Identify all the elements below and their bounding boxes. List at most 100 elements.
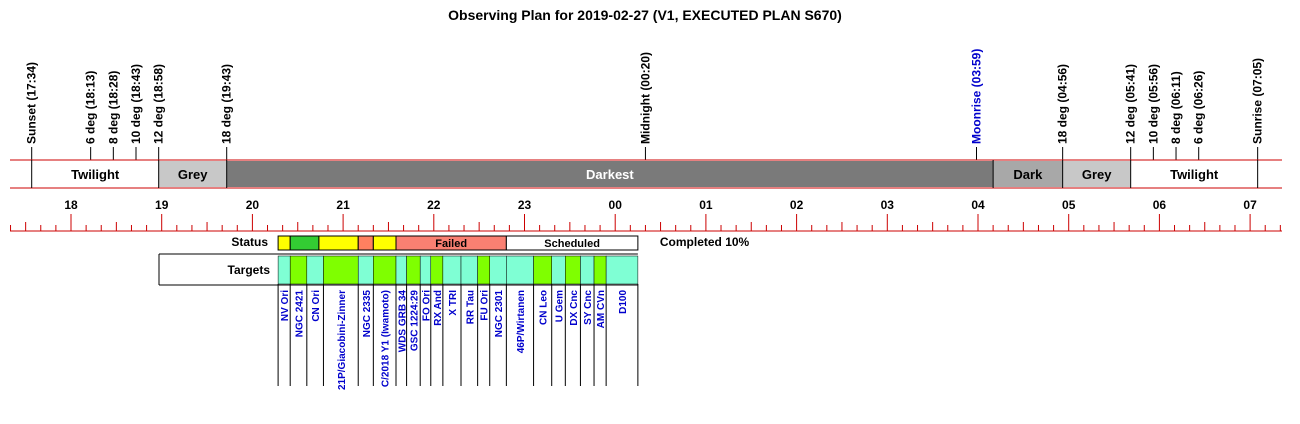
targets-label: Targets	[228, 263, 271, 277]
target-block	[357, 255, 374, 285]
target-name: CN Ori	[311, 290, 322, 322]
phase-segment	[31, 161, 159, 187]
hour-label: 19	[155, 198, 169, 212]
target-block	[506, 255, 534, 285]
hour-label: 04	[971, 198, 985, 212]
target-name: AM CVn	[596, 290, 607, 328]
targets-row: Targets NV Ori NGC 2421 CN Ori 21P/Giacobini…	[158, 254, 639, 390]
event-label: 18 deg (19:43)	[220, 64, 234, 144]
event-label: 10 deg (05:56)	[1146, 64, 1160, 144]
hour-label: 01	[699, 198, 713, 212]
phase-segment	[158, 161, 227, 187]
event-label: Sunrise (07:05)	[1251, 58, 1265, 144]
hour-label: 00	[609, 198, 623, 212]
target-name: CN Leo	[539, 290, 550, 325]
hour-label: 18	[64, 198, 78, 212]
phase-segment	[1130, 161, 1258, 187]
target-name: WDS GRB 34	[397, 290, 408, 353]
event-label: 8 deg (18:28)	[106, 71, 120, 144]
target-name: NV Ori	[280, 290, 291, 321]
target-name: X TRI	[448, 290, 459, 316]
target-block	[277, 255, 291, 285]
phase-label: Darkest	[586, 167, 634, 182]
target-name: FO Ori	[421, 290, 432, 321]
status-segment-label: Failed	[435, 238, 467, 250]
target-name: SY Cnc	[583, 290, 594, 325]
event-label: 12 deg (05:41)	[1124, 64, 1138, 144]
phase-segment	[1062, 161, 1131, 187]
event-label: 6 deg (18:13)	[84, 71, 98, 144]
phase-label: Twilight	[71, 167, 120, 182]
event-label: 6 deg (06:26)	[1192, 71, 1206, 144]
target-block	[289, 255, 308, 285]
target-block	[442, 255, 462, 285]
target-block	[533, 255, 552, 285]
status-segment	[505, 235, 639, 251]
status-row: Status Failed Scheduled Completed 10%	[159, 235, 750, 255]
target-block	[373, 255, 397, 285]
target-name: NGC 2335	[362, 290, 373, 338]
plan-title: Observing Plan for 2019-02-27 (V1, EXECU…	[448, 7, 842, 23]
target-block	[430, 255, 444, 285]
status-label: Status	[231, 235, 268, 249]
target-name: DX Cnc	[569, 290, 580, 326]
phase-label: Dark	[1013, 167, 1043, 182]
status-segment-label: Scheduled	[544, 238, 600, 250]
target-block	[419, 255, 432, 285]
hour-label: 02	[790, 198, 804, 212]
status-segment	[372, 235, 397, 251]
target-name: NGC 2421	[295, 290, 306, 338]
event-label: 8 deg (06:11)	[1169, 71, 1183, 144]
hour-label: 22	[427, 198, 441, 212]
hour-axis: 18 19 20 21 22 23 00 01 02 03 04 05 06 07	[10, 198, 1282, 232]
event-label: 12 deg (18:58)	[152, 64, 166, 144]
hour-label: 06	[1153, 198, 1167, 212]
event-markers: Sunset (17:34) 6 deg (18:13) 8 deg (18:28)…	[25, 49, 1265, 160]
sky-phase-band: Twilight Grey Darkest Dark Grey Twilight	[10, 159, 1282, 189]
status-summary: Completed 10%	[660, 235, 750, 249]
target-name: U Gem	[555, 290, 566, 322]
target-name: C/2018 Y1 (Iwamoto)	[381, 290, 392, 387]
hour-label: 23	[518, 198, 532, 212]
event-label: Midnight (00:20)	[638, 52, 652, 144]
target-name: D100	[618, 290, 629, 314]
event-label: Sunset (17:34)	[25, 62, 39, 144]
phase-segment	[993, 161, 1063, 187]
target-name: NGC 2301	[494, 290, 505, 338]
target-block	[477, 255, 490, 285]
target-name: RX And	[433, 290, 444, 326]
target-name: FU Ori	[480, 290, 491, 321]
status-segment	[318, 235, 359, 251]
event-label: Moonrise (03:59)	[969, 49, 983, 144]
target-block	[605, 255, 639, 285]
target-block	[395, 255, 407, 285]
status-segment	[277, 235, 291, 251]
target-block	[551, 255, 566, 285]
target-block	[406, 255, 421, 285]
hour-label: 03	[881, 198, 895, 212]
phase-label: Grey	[178, 167, 208, 182]
phase-segment	[226, 161, 994, 187]
target-block	[580, 255, 595, 285]
event-label: 10 deg (18:43)	[129, 64, 143, 144]
hour-label: 05	[1062, 198, 1076, 212]
target-block	[489, 255, 507, 285]
phase-label: Grey	[1082, 167, 1112, 182]
hour-label: 07	[1243, 198, 1257, 212]
hour-label: 21	[336, 198, 350, 212]
status-segment	[357, 235, 374, 251]
target-block	[565, 255, 581, 285]
target-block	[460, 255, 478, 285]
target-name: 46P/Wirtanen	[516, 290, 527, 353]
target-block	[323, 255, 359, 285]
hour-label: 20	[246, 198, 260, 212]
status-segment	[289, 235, 320, 251]
event-label: 18 deg (04:56)	[1056, 64, 1070, 144]
target-block	[593, 255, 607, 285]
target-name: RR Tau	[465, 290, 476, 324]
target-name: 21P/Giacobini-Zinner	[337, 290, 348, 390]
target-name: GSC 1224:29	[409, 290, 420, 352]
phase-label: Twilight	[1170, 167, 1219, 182]
target-block	[306, 255, 324, 285]
